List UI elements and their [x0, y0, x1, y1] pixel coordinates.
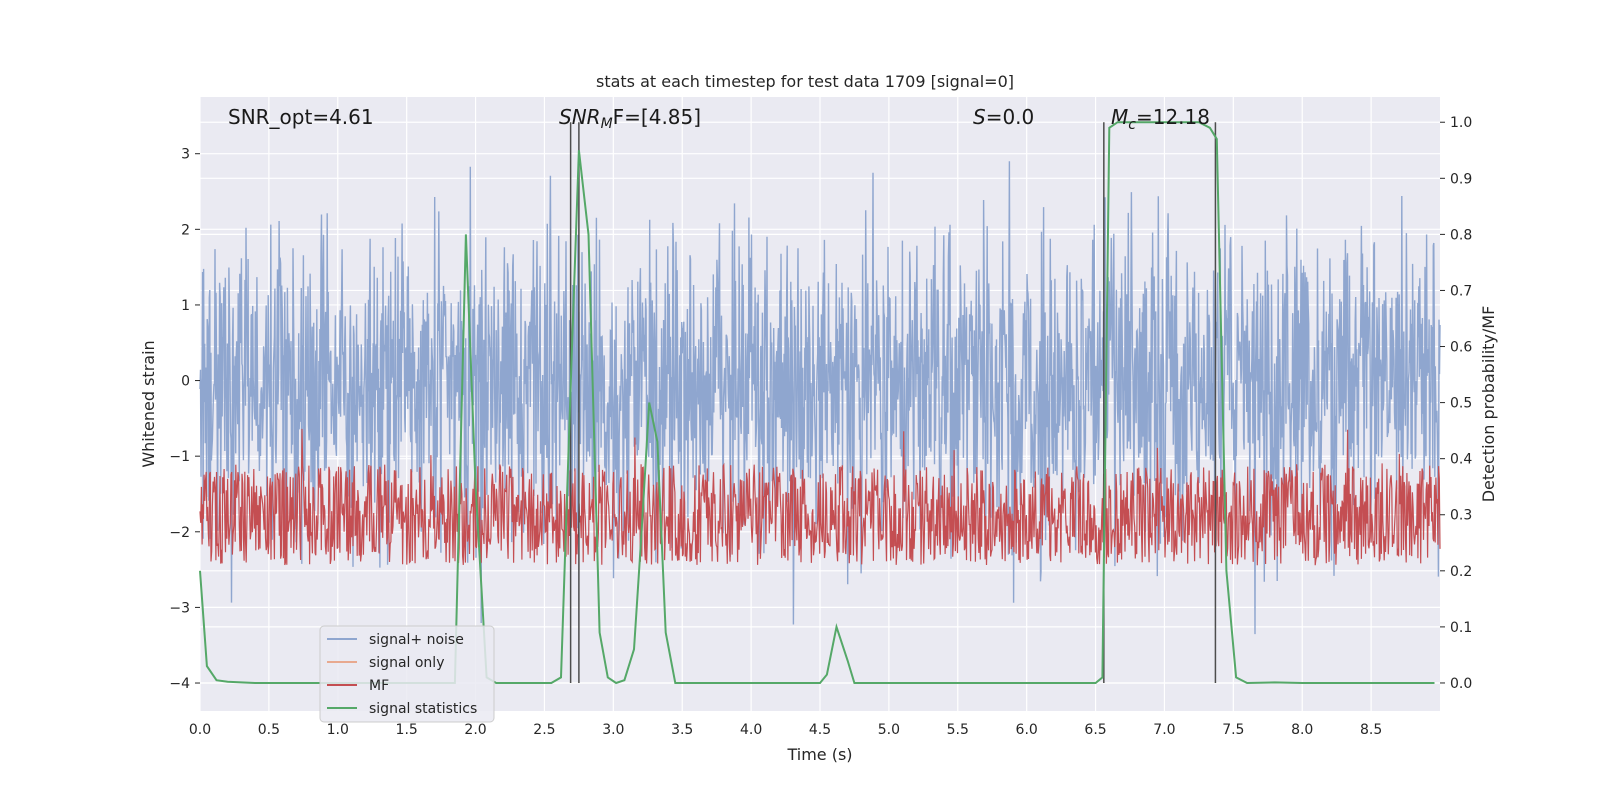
- x-tick-label: 8.0: [1291, 722, 1313, 738]
- y-tick-label: −4: [169, 676, 190, 692]
- x-tick-label: 5.0: [878, 722, 900, 738]
- y-right-tick-label: 0.4: [1450, 452, 1472, 468]
- y-right-tick-label: 0.6: [1450, 340, 1472, 356]
- x-tick-label: 0.0: [189, 722, 211, 738]
- series-signal-plus-noise: [199, 161, 1441, 635]
- y-right-tick-label: 0.0: [1450, 676, 1472, 692]
- x-tick-label: 1.0: [327, 722, 349, 738]
- y-right-tick-label: 1.0: [1450, 115, 1472, 131]
- signal-plus-noise-line: [199, 161, 1441, 635]
- x-tick-label: 6.0: [1016, 722, 1038, 738]
- s-annotation: S=0.0: [973, 105, 1034, 129]
- y-right-tick-label: 0.9: [1450, 171, 1472, 187]
- y-right-axis-label: Detection probability/MF: [1479, 306, 1498, 503]
- plot-area: [199, 121, 1441, 685]
- s-label: S: [973, 105, 986, 129]
- snr-opt-annotation: SNR_opt=4.61: [228, 105, 374, 129]
- chart-title: stats at each timestep for test data 170…: [596, 72, 1014, 91]
- snr-mf-suffix: F=[4.85]: [613, 105, 701, 129]
- snr-mf-prefix: SNR: [559, 105, 601, 129]
- y-right-tick-label: 0.3: [1450, 508, 1472, 524]
- x-tick-labels: 0.0 0.5 1.0 1.5 2.0 2.5 3.0 3.5 4.0 4.5 5.0 5.5 6.0 6…: [189, 722, 1382, 738]
- y-tick-label: 0: [181, 374, 190, 390]
- x-tick-label: 5.5: [947, 722, 969, 738]
- series-signal-statistics: [199, 121, 1435, 685]
- series-mf: [199, 428, 1441, 566]
- y-tick-label: −3: [169, 600, 190, 616]
- y-axis-label: Whitened strain: [139, 340, 158, 467]
- x-tick-label: 3.0: [602, 722, 624, 738]
- x-tick-label: 2.0: [464, 722, 486, 738]
- x-tick-label: 4.0: [740, 722, 762, 738]
- mf-line: [199, 428, 1441, 566]
- x-tick-label: 4.5: [809, 722, 831, 738]
- y-right-tick-label: 0.7: [1450, 283, 1472, 299]
- y-tick-label: 2: [181, 222, 190, 238]
- x-axis-label: Time (s): [786, 745, 852, 764]
- x-tick-label: 7.0: [1153, 722, 1175, 738]
- snr-mf-sub: M: [601, 116, 613, 132]
- y-tick-label: −2: [169, 525, 190, 541]
- x-tick-label: 7.5: [1222, 722, 1244, 738]
- y-tick-label: 1: [181, 298, 190, 314]
- x-tick-label: 2.5: [533, 722, 555, 738]
- x-tick-label: 8.5: [1360, 722, 1382, 738]
- y-tick-label: 3: [181, 147, 190, 163]
- legend-label-mf: MF: [369, 678, 389, 694]
- y-tick-label: −1: [169, 449, 190, 465]
- x-tick-label: 1.5: [396, 722, 418, 738]
- y-right-tick-label: 0.1: [1450, 620, 1472, 636]
- legend-label-signal-only: signal only: [369, 655, 444, 671]
- x-tick-label: 3.5: [671, 722, 693, 738]
- legend-label-signal-statistics: signal statistics: [369, 701, 477, 717]
- mc-value: =12.18: [1136, 105, 1210, 129]
- legend-label-signal-plus-noise: signal+ noise: [369, 632, 464, 648]
- legend: signal+ noise signal only MF signal stat…: [319, 625, 495, 723]
- legend-box: [319, 625, 495, 723]
- mc-sub: c: [1128, 117, 1136, 133]
- y-tick-labels: −4 −3 −2 −1 0 1 2 3: [169, 147, 200, 692]
- y-right-tick-label: 0.5: [1450, 396, 1472, 412]
- y-right-tick-label: 0.8: [1450, 227, 1472, 243]
- mc-label: M: [1111, 105, 1128, 129]
- snr-mf-annotation: SNRMF=[4.85]: [559, 105, 701, 132]
- signal-statistics-line: [199, 121, 1435, 685]
- x-tick-label: 6.5: [1084, 722, 1106, 738]
- x-tick-label: 0.5: [258, 722, 280, 738]
- y-right-tick-labels: 0.0 0.1 0.2 0.3 0.4 0.5 0.6 0.7 0.8 0.9 1.0: [1440, 115, 1472, 692]
- mc-annotation: Mc=12.18: [1111, 105, 1210, 133]
- s-value: =0.0: [986, 105, 1035, 129]
- y-right-tick-label: 0.2: [1450, 564, 1472, 580]
